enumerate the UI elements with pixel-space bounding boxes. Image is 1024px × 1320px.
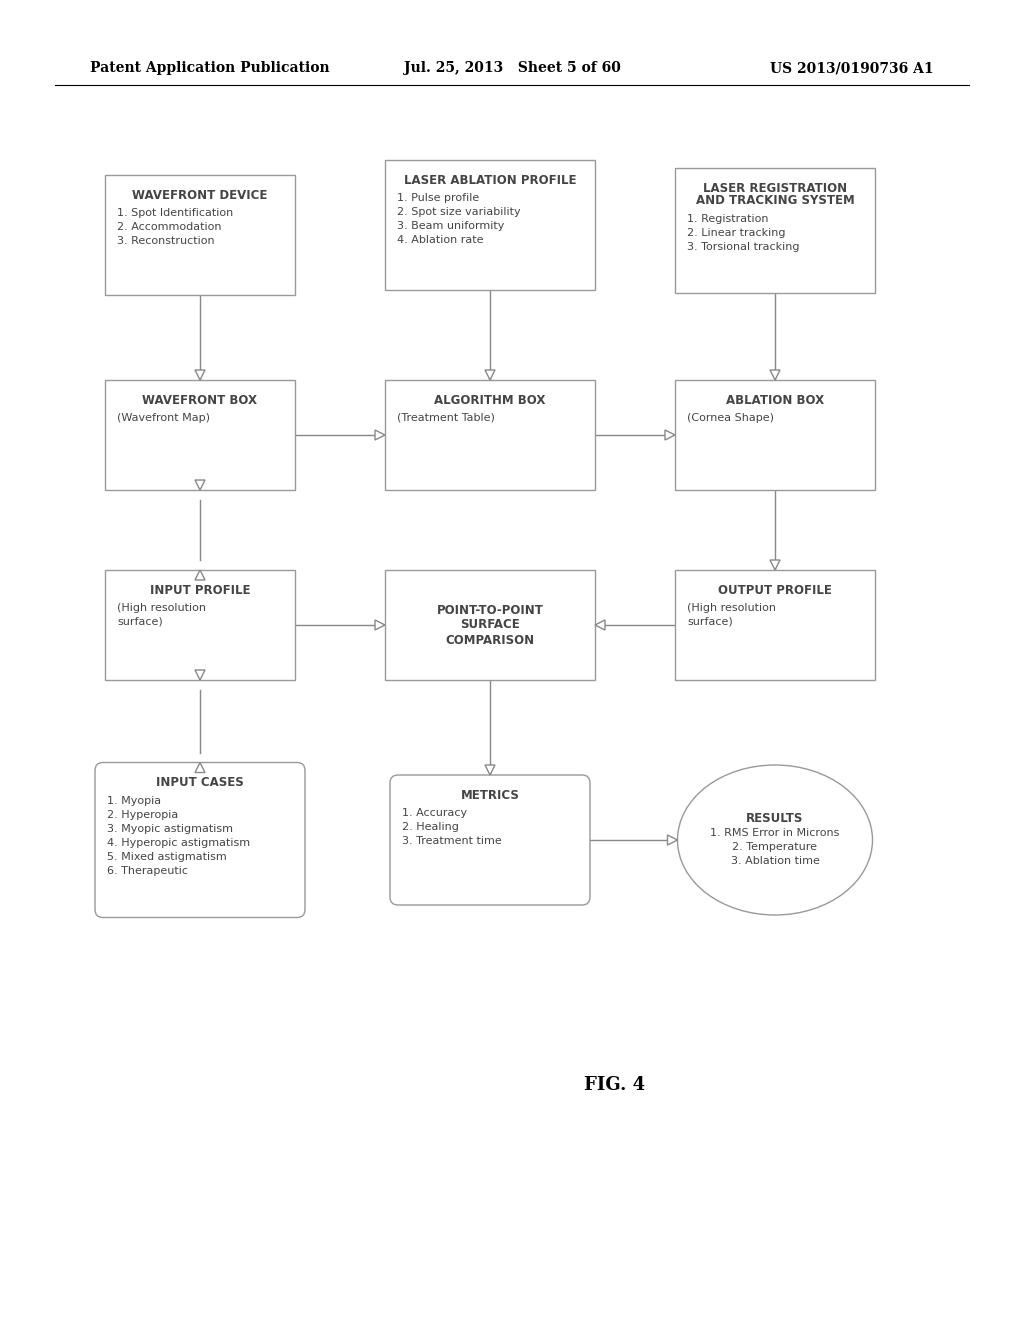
Text: 1. Myopia: 1. Myopia (106, 796, 161, 805)
Text: 4. Ablation rate: 4. Ablation rate (397, 235, 483, 246)
Text: 1. Spot Identification: 1. Spot Identification (117, 209, 233, 218)
Text: INPUT CASES: INPUT CASES (156, 776, 244, 789)
Text: (Treatment Table): (Treatment Table) (397, 413, 495, 422)
Text: 3. Torsional tracking: 3. Torsional tracking (687, 242, 800, 252)
Text: 2. Hyperopia: 2. Hyperopia (106, 809, 178, 820)
Bar (385, 570, 595, 680)
FancyBboxPatch shape (95, 763, 305, 917)
Polygon shape (195, 370, 205, 380)
Text: 4. Hyperopic astigmatism: 4. Hyperopic astigmatism (106, 837, 250, 847)
Bar (105, 176, 295, 294)
Text: LASER ABLATION PROFILE: LASER ABLATION PROFILE (403, 174, 577, 187)
Text: 3. Beam uniformity: 3. Beam uniformity (397, 220, 505, 231)
Bar (675, 380, 874, 490)
Text: 1. Accuracy: 1. Accuracy (402, 808, 467, 818)
Text: Patent Application Publication: Patent Application Publication (90, 61, 330, 75)
Polygon shape (485, 766, 495, 775)
Text: surface): surface) (687, 616, 733, 627)
Polygon shape (195, 570, 205, 579)
Polygon shape (375, 620, 385, 630)
Bar (675, 168, 874, 293)
Text: WAVEFRONT DEVICE: WAVEFRONT DEVICE (132, 189, 267, 202)
Text: surface): surface) (117, 616, 163, 627)
Text: 3. Ablation time: 3. Ablation time (730, 855, 819, 866)
Text: (High resolution: (High resolution (117, 603, 206, 612)
Text: 5. Mixed astigmatism: 5. Mixed astigmatism (106, 851, 226, 862)
Text: METRICS: METRICS (461, 789, 519, 803)
Text: 3. Treatment time: 3. Treatment time (402, 836, 502, 846)
Polygon shape (375, 430, 385, 440)
Text: 2. Accommodation: 2. Accommodation (117, 222, 221, 232)
Bar (105, 570, 295, 680)
Polygon shape (665, 430, 675, 440)
Polygon shape (195, 480, 205, 490)
Polygon shape (485, 370, 495, 380)
Text: 1. Pulse profile: 1. Pulse profile (397, 193, 479, 203)
Text: 1. Registration: 1. Registration (687, 214, 768, 223)
Text: AND TRACKING SYSTEM: AND TRACKING SYSTEM (695, 194, 854, 207)
Text: OUTPUT PROFILE: OUTPUT PROFILE (718, 583, 831, 597)
Bar (385, 160, 595, 290)
Text: INPUT PROFILE: INPUT PROFILE (150, 583, 250, 597)
Text: 1. RMS Error in Microns: 1. RMS Error in Microns (711, 828, 840, 838)
Text: 2. Temperature: 2. Temperature (732, 842, 817, 851)
Text: ALGORITHM BOX: ALGORITHM BOX (434, 393, 546, 407)
Ellipse shape (678, 766, 872, 915)
Text: RESULTS: RESULTS (746, 813, 804, 825)
Polygon shape (770, 560, 780, 570)
FancyBboxPatch shape (390, 775, 590, 906)
Text: Jul. 25, 2013   Sheet 5 of 60: Jul. 25, 2013 Sheet 5 of 60 (403, 61, 621, 75)
Text: ABLATION BOX: ABLATION BOX (726, 393, 824, 407)
Bar (675, 570, 874, 680)
Text: 2. Healing: 2. Healing (402, 822, 459, 832)
Text: 3. Reconstruction: 3. Reconstruction (117, 236, 215, 246)
Bar (385, 380, 595, 490)
Text: LASER REGISTRATION: LASER REGISTRATION (702, 181, 847, 194)
Text: 2. Spot size variability: 2. Spot size variability (397, 207, 520, 216)
Text: FIG. 4: FIG. 4 (584, 1076, 645, 1094)
Polygon shape (195, 671, 205, 680)
Polygon shape (195, 763, 205, 772)
Text: (Wavefront Map): (Wavefront Map) (117, 413, 210, 422)
Text: US 2013/0190736 A1: US 2013/0190736 A1 (770, 61, 934, 75)
Polygon shape (770, 370, 780, 380)
Text: WAVEFRONT BOX: WAVEFRONT BOX (142, 393, 257, 407)
Text: POINT-TO-POINT
SURFACE
COMPARISON: POINT-TO-POINT SURFACE COMPARISON (436, 603, 544, 647)
Text: 6. Therapeutic: 6. Therapeutic (106, 866, 188, 875)
Text: (Cornea Shape): (Cornea Shape) (687, 413, 774, 422)
Polygon shape (668, 836, 678, 845)
Polygon shape (595, 620, 605, 630)
Text: 3. Myopic astigmatism: 3. Myopic astigmatism (106, 824, 233, 833)
Text: 2. Linear tracking: 2. Linear tracking (687, 227, 785, 238)
Text: (High resolution: (High resolution (687, 603, 776, 612)
Bar (105, 380, 295, 490)
